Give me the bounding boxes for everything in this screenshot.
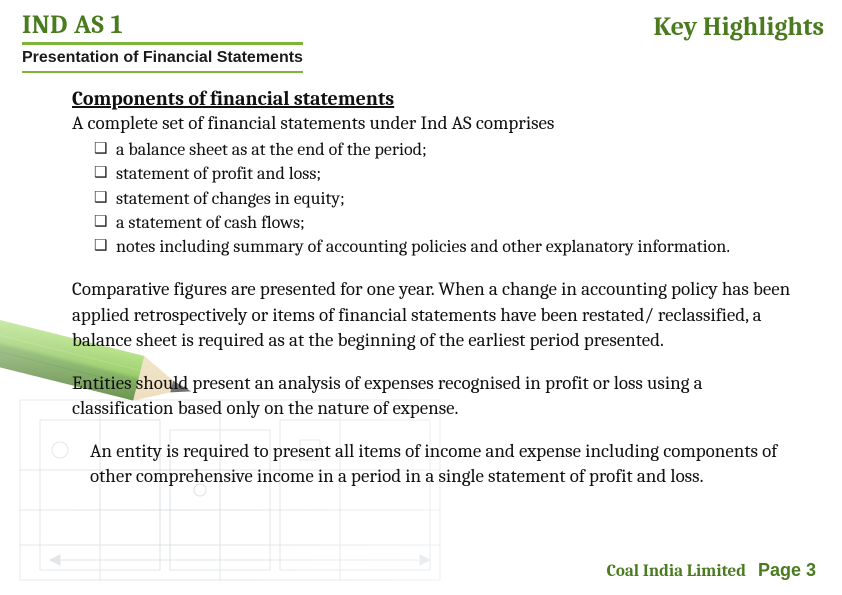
paragraph: An entity is required to present all ite… [72,439,802,489]
company-name: Coal India Limited [607,562,746,581]
slide-body: Components of financial statements A com… [0,73,842,489]
slide-footer: Coal India Limited Page 3 [607,560,816,581]
list-item: notes including summary of accounting po… [94,235,802,259]
slide-header: IND AS 1 Presentation of Financial State… [0,0,842,73]
list-item: statement of profit and loss; [94,162,802,186]
paragraph: Entities should present an analysis of e… [72,371,802,421]
list-item: a statement of cash flows; [94,211,802,235]
list-item: a balance sheet as at the end of the per… [94,138,802,162]
bullet-list: a balance sheet as at the end of the per… [72,138,802,259]
page-number: Page 3 [758,560,816,581]
standard-subtitle: Presentation of Financial Statements [22,49,303,73]
section-heading: Components of financial statements [72,87,802,110]
section-intro: A complete set of financial statements u… [72,112,802,134]
paragraph: Comparative figures are presented for on… [72,277,802,352]
list-item: statement of changes in equity; [94,187,802,211]
standard-title: IND AS 1 [22,10,303,45]
slide-title-right: Key Highlights [654,12,824,42]
